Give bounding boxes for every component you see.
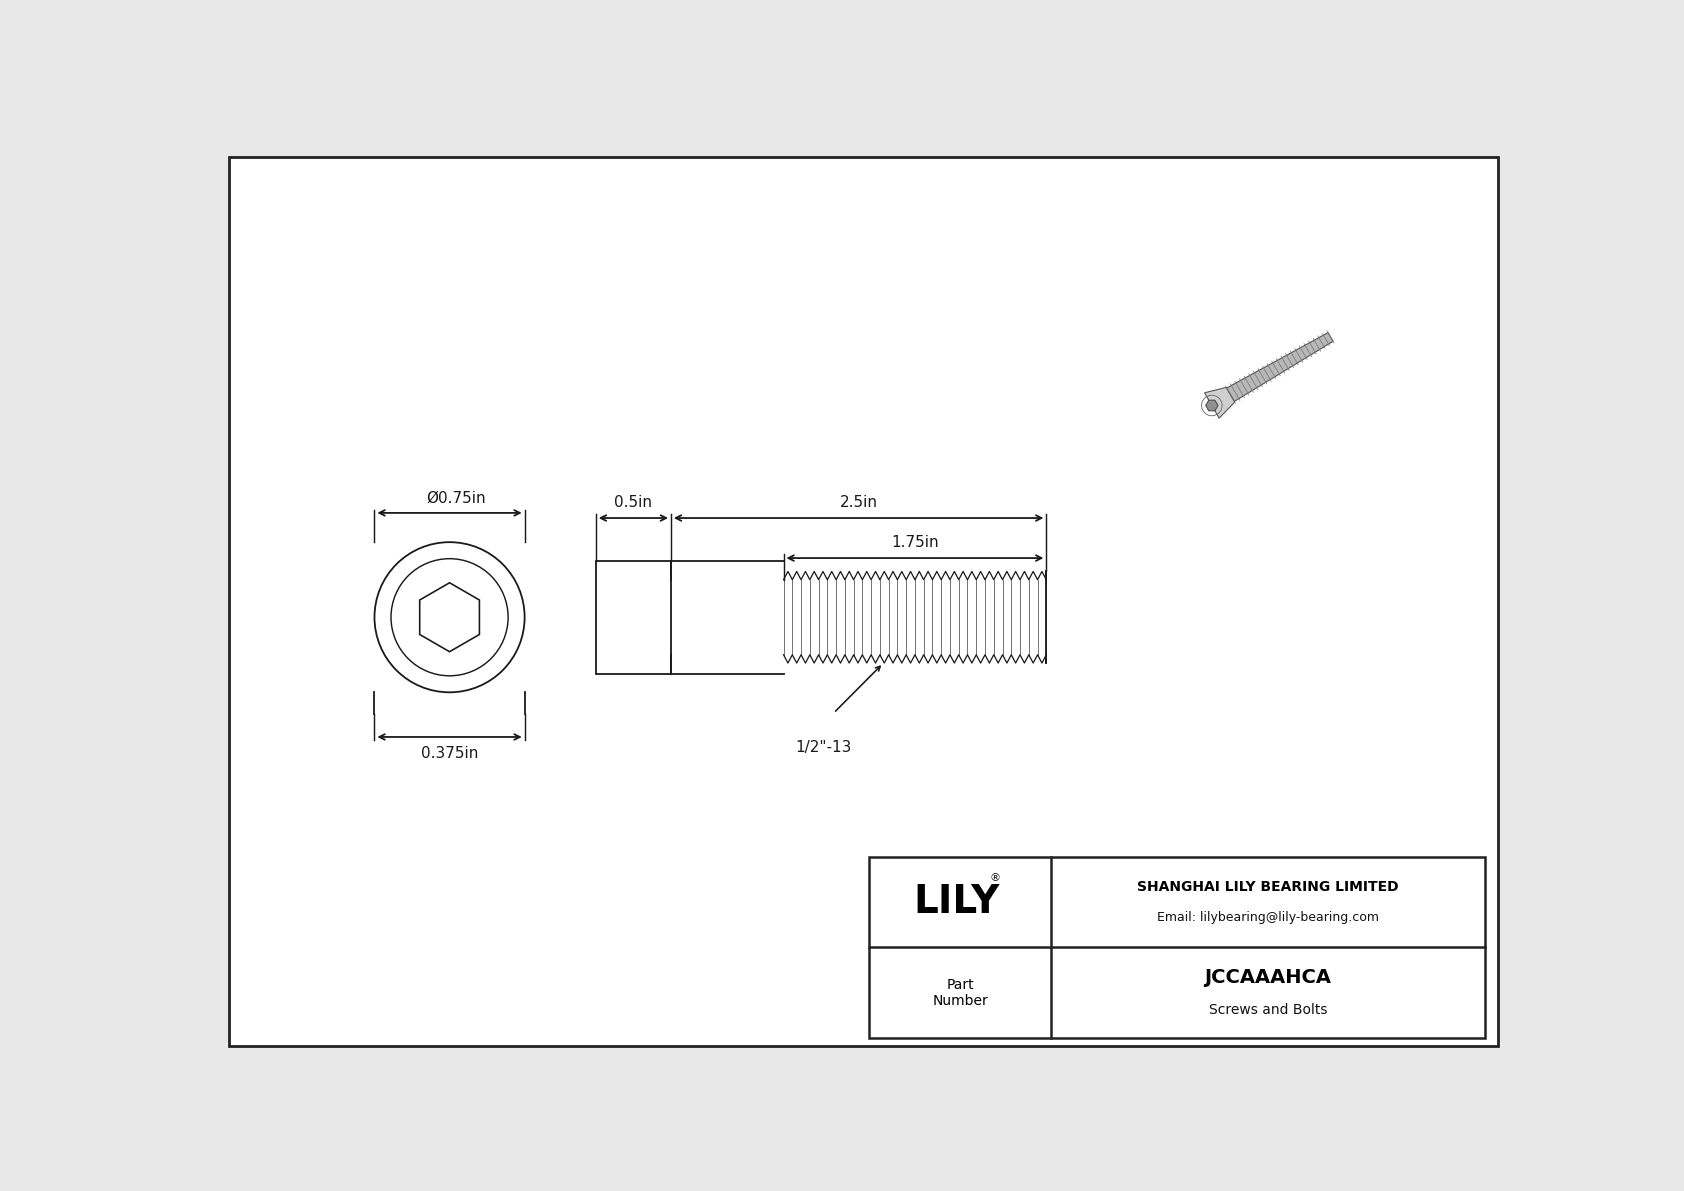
Text: 0.375in: 0.375in [421,747,478,761]
Polygon shape [1204,387,1234,418]
Text: Part
Number: Part Number [933,978,989,1008]
Text: Email: lilybearing@lily-bearing.com: Email: lilybearing@lily-bearing.com [1157,911,1379,924]
Text: 1.75in: 1.75in [891,536,938,550]
Polygon shape [1226,332,1334,401]
Bar [596,561,670,674]
Text: SHANGHAI LILY BEARING LIMITED: SHANGHAI LILY BEARING LIMITED [1137,880,1399,894]
Text: 0.5in: 0.5in [615,495,652,510]
Text: 2.5in: 2.5in [840,495,877,510]
Polygon shape [1206,400,1218,411]
Text: Screws and Bolts: Screws and Bolts [1209,1003,1327,1017]
Text: Ø0.75in: Ø0.75in [426,491,485,505]
Text: LILY: LILY [913,884,999,922]
Text: JCCAAAHCA: JCCAAAHCA [1204,968,1332,987]
Text: 1/2"-13: 1/2"-13 [795,740,852,755]
Text: ®: ® [989,873,1000,883]
Bar [869,858,1485,1039]
